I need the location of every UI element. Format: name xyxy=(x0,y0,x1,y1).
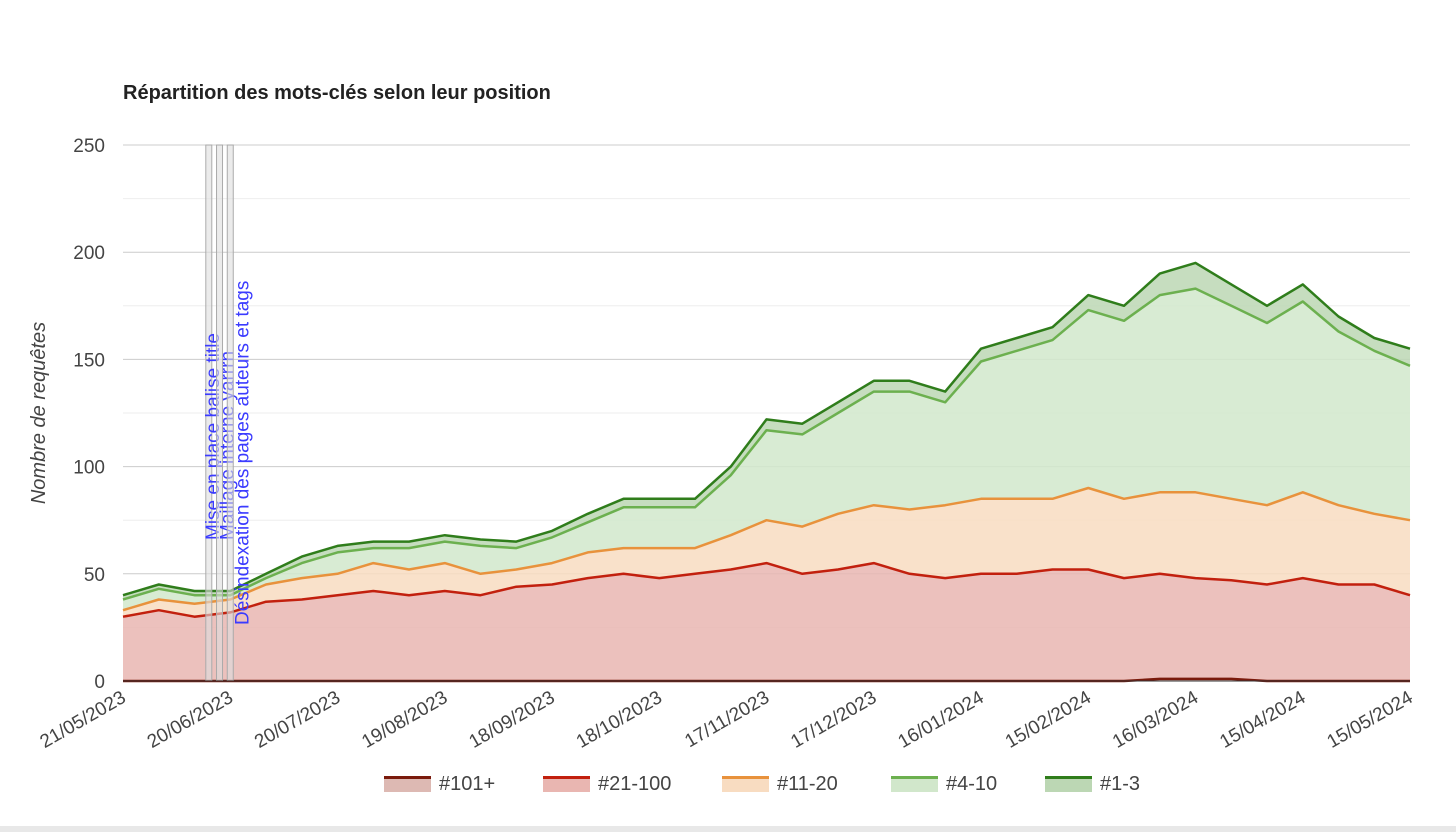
legend-swatch xyxy=(891,776,938,792)
legend-swatch-line xyxy=(384,776,431,779)
legend-label: #1-3 xyxy=(1100,773,1140,795)
legend-item-21-100[interactable]: #21-100 xyxy=(543,773,671,795)
annotation-label: Désindexation des pages auteurs et tags xyxy=(232,281,253,625)
x-tick-label: 17/12/2023 xyxy=(787,687,880,753)
legend-label: #101+ xyxy=(439,773,495,795)
legend-swatch xyxy=(384,776,431,792)
y-tick-label: 50 xyxy=(84,565,105,586)
x-tick-label: 15/05/2024 xyxy=(1324,687,1417,753)
x-tick-label: 19/08/2023 xyxy=(358,687,451,753)
legend-swatch-line xyxy=(543,776,590,779)
area-21-100 xyxy=(123,563,1410,681)
y-axis-label: Nombre de requêtes xyxy=(28,322,50,504)
area-11-20 xyxy=(123,488,1410,617)
legend-swatch-line xyxy=(891,776,938,779)
y-tick-label: 150 xyxy=(73,350,105,371)
legend-label: #21-100 xyxy=(598,773,671,795)
y-tick-label: 100 xyxy=(73,458,105,479)
y-tick-label: 200 xyxy=(73,243,105,264)
legend-item-4-10[interactable]: #4-10 xyxy=(891,773,997,795)
x-tick-label: 15/02/2024 xyxy=(1002,687,1095,753)
legend-item-1-3[interactable]: #1-3 xyxy=(1045,773,1140,795)
x-tick-label: 20/07/2023 xyxy=(251,687,344,753)
series-line-21-100 xyxy=(122,561,1411,618)
legend-swatch-line xyxy=(1045,776,1092,779)
legend-label: #4-10 xyxy=(946,773,997,795)
x-tick-label: 16/01/2024 xyxy=(895,687,988,753)
annotations: Mise en place balise titleMaillage inter… xyxy=(203,144,253,682)
x-tick-label: 16/03/2024 xyxy=(1109,687,1202,753)
legend-item-11-20[interactable]: #11-20 xyxy=(722,773,838,795)
legend-swatch xyxy=(543,776,590,792)
legend-swatch xyxy=(1045,776,1092,792)
bottom-border xyxy=(0,826,1456,832)
x-tick-label: 21/05/2023 xyxy=(37,687,130,753)
chart-title: Répartition des mots-clés selon leur pos… xyxy=(123,82,551,104)
y-tick-label: 0 xyxy=(94,672,105,693)
legend-label: #11-20 xyxy=(777,773,838,795)
x-tick-label: 15/04/2024 xyxy=(1216,687,1309,753)
legend-swatch-line xyxy=(722,776,769,779)
series-line-11-20 xyxy=(122,486,1411,612)
series-line-1-3 xyxy=(122,261,1411,597)
areas xyxy=(123,262,1410,681)
x-tick-label: 20/06/2023 xyxy=(144,687,237,753)
y-axis: 0 50 100 150 200 250 xyxy=(73,136,105,693)
y-tick-label: 250 xyxy=(73,136,105,157)
legend: #101+ #21-100 #11-20 #4-10 #1-3 xyxy=(384,773,1140,795)
x-tick-label: 18/10/2023 xyxy=(573,687,666,753)
series-line-4-10 xyxy=(122,287,1411,601)
x-tick-label: 18/09/2023 xyxy=(466,687,559,753)
x-axis: 21/05/2023 20/06/2023 20/07/2023 19/08/2023… xyxy=(37,680,1417,753)
x-tick-label: 17/11/2023 xyxy=(681,687,773,752)
legend-item-101[interactable]: #101+ xyxy=(384,773,495,795)
legend-swatch xyxy=(722,776,769,792)
area-4-10 xyxy=(123,288,1410,611)
